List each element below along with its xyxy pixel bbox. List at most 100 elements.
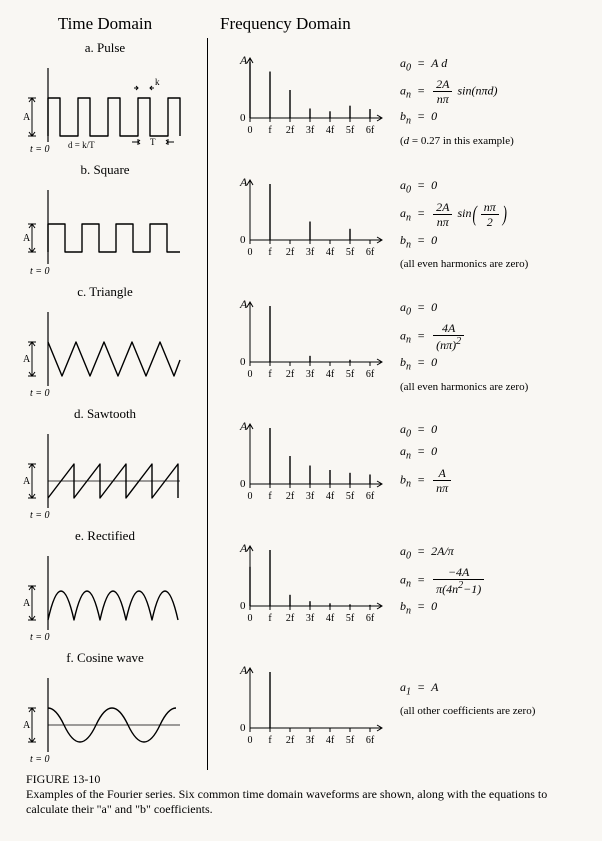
svg-text:5f: 5f — [346, 125, 355, 136]
eq-an: an = 2Anπ sin(nπd) — [400, 78, 602, 105]
svg-text:0: 0 — [248, 125, 253, 136]
svg-text:6f: 6f — [366, 491, 375, 502]
svg-text:0: 0 — [240, 722, 246, 734]
svg-text:0: 0 — [240, 112, 246, 124]
svg-text:0: 0 — [248, 247, 253, 258]
t-zero-label: t = 0 — [30, 388, 50, 399]
svg-text:4f: 4f — [326, 613, 335, 624]
svg-text:A: A — [23, 233, 31, 244]
svg-text:3f: 3f — [306, 735, 315, 746]
svg-text:4f: 4f — [326, 369, 335, 380]
svg-text:4f: 4f — [326, 125, 335, 136]
eq-a0: a0 = 0 — [400, 422, 602, 440]
row-triangle: c. TriangleAt = 0A00f2f3f4f5f6fa0 = 0an … — [0, 282, 602, 404]
time-title: a. Pulse — [0, 40, 210, 56]
svg-text:0: 0 — [248, 613, 253, 624]
waveform-triangle: A — [20, 302, 190, 394]
eq-bn: bn = Anπ — [400, 467, 602, 494]
svg-text:5f: 5f — [346, 613, 355, 624]
waveform-pulse: AkTd = k/T — [20, 58, 190, 150]
svg-text:A: A — [23, 476, 31, 487]
t-zero-label: t = 0 — [30, 632, 50, 643]
freq-cell-square: A00f2f3f4f5f6f — [210, 160, 400, 282]
caption-body: Examples of the Fourier series. Six comm… — [26, 787, 582, 817]
svg-text:f: f — [268, 125, 272, 136]
svg-text:A: A — [23, 598, 31, 609]
equations-pulse: a0 = A d an = 2Anπ sin(nπd) bn = 0 (d = 0.2… — [400, 38, 602, 160]
t-zero-label: t = 0 — [30, 754, 50, 765]
time-title: f. Cosine wave — [0, 650, 210, 666]
svg-text:6f: 6f — [366, 613, 375, 624]
spectrum-cosine: A00f2f3f4f5f6f — [228, 660, 402, 758]
svg-text:0: 0 — [240, 234, 246, 246]
freq-cell-cosine: A00f2f3f4f5f6f — [210, 648, 400, 770]
svg-text:2f: 2f — [286, 735, 295, 746]
spectrum-triangle: A00f2f3f4f5f6f — [228, 294, 402, 392]
row-pulse: a. PulseAkTd = k/Tt = 0A00f2f3f4f5f6fa0 … — [0, 38, 602, 160]
freq-cell-rectified: A00f2f3f4f5f6f — [210, 526, 400, 648]
svg-text:0: 0 — [248, 369, 253, 380]
eq-a0: a0 = A d — [400, 56, 602, 74]
equations-square: a0 = 0an = 2Anπ sin(nπ2)bn = 0(all even … — [400, 160, 602, 282]
eq-a0: a0 = 0 — [400, 178, 602, 196]
svg-text:A: A — [239, 175, 248, 189]
svg-text:0: 0 — [248, 491, 253, 502]
svg-text:d = k/T: d = k/T — [68, 140, 95, 150]
equations-triangle: a0 = 0 an = 4A(nπ)2 bn = 0 (all even harmon… — [400, 282, 602, 404]
eq-an: an = 4A(nπ)2 — [400, 322, 602, 351]
svg-text:0: 0 — [240, 600, 246, 612]
t-zero-label: t = 0 — [30, 266, 50, 277]
time-cell-sawtooth: d. Sawtooth At = 0 — [0, 404, 210, 526]
time-title: b. Square — [0, 162, 210, 178]
svg-text:5f: 5f — [346, 735, 355, 746]
eq-a0: a0 = 2A/π — [400, 544, 602, 562]
rows-container: a. PulseAkTd = k/Tt = 0A00f2f3f4f5f6fa0 … — [0, 38, 602, 770]
t-zero-label: t = 0 — [30, 144, 50, 155]
eq-note: (all even harmonics are zero) — [400, 380, 602, 394]
svg-text:A: A — [23, 720, 31, 731]
svg-text:0: 0 — [248, 735, 253, 746]
svg-text:4f: 4f — [326, 735, 335, 746]
svg-text:f: f — [268, 247, 272, 258]
svg-text:A: A — [23, 112, 31, 123]
time-cell-cosine: f. Cosine wave At = 0 — [0, 648, 210, 770]
t-zero-label: t = 0 — [30, 510, 50, 521]
equations-sawtooth: a0 = 0an = 0bn = Anπ — [400, 404, 602, 526]
svg-text:k: k — [155, 77, 160, 87]
time-title: e. Rectified — [0, 528, 210, 544]
eq-note: (all even harmonics are zero) — [400, 257, 602, 271]
svg-text:A: A — [239, 541, 248, 555]
row-sawtooth: d. SawtoothAt = 0A00f2f3f4f5f6fa0 = 0an … — [0, 404, 602, 526]
svg-text:4f: 4f — [326, 247, 335, 258]
freq-cell-triangle: A00f2f3f4f5f6f — [210, 282, 400, 404]
eq-bn: bn = 0 — [400, 109, 602, 127]
svg-text:5f: 5f — [346, 247, 355, 258]
waveform-cosine: A — [20, 668, 190, 760]
figure-caption: FIGURE 13-10 Examples of the Fourier ser… — [26, 772, 582, 817]
eq-note: (all other coefficients are zero) — [400, 704, 602, 718]
time-title: d. Sawtooth — [0, 406, 210, 422]
eq-bn: bn = 0 — [400, 599, 602, 617]
freq-cell-sawtooth: A00f2f3f4f5f6f — [210, 404, 400, 526]
svg-text:5f: 5f — [346, 491, 355, 502]
eq-bn: bn = 0 — [400, 355, 602, 373]
time-cell-triangle: c. TriangleAt = 0 — [0, 282, 210, 404]
eq-a0: a0 = 0 — [400, 300, 602, 318]
svg-text:f: f — [268, 369, 272, 380]
freq-cell-pulse: A00f2f3f4f5f6f — [210, 38, 400, 160]
eq-note: (d = 0.27 in this example) — [400, 134, 602, 148]
row-cosine: f. Cosine waveAt = 0A00f2f3f4f5f6fa1 = A… — [0, 648, 602, 770]
time-cell-pulse: a. Pulse AkTd = k/Tt = 0 — [0, 38, 210, 160]
eq-a1: a1 = A — [400, 680, 602, 698]
waveform-square: A — [20, 180, 190, 272]
svg-text:3f: 3f — [306, 613, 315, 624]
spectrum-sawtooth: A00f2f3f4f5f6f — [228, 416, 402, 514]
svg-text:6f: 6f — [366, 247, 375, 258]
equations-rectified: a0 = 2A/πan = −4Aπ(4n2−1)bn = 0 — [400, 526, 602, 648]
svg-text:6f: 6f — [366, 735, 375, 746]
svg-text:2f: 2f — [286, 247, 295, 258]
svg-text:0: 0 — [240, 478, 246, 490]
svg-text:A: A — [239, 663, 248, 677]
waveform-sawtooth: A — [20, 424, 190, 516]
svg-text:f: f — [268, 491, 272, 502]
